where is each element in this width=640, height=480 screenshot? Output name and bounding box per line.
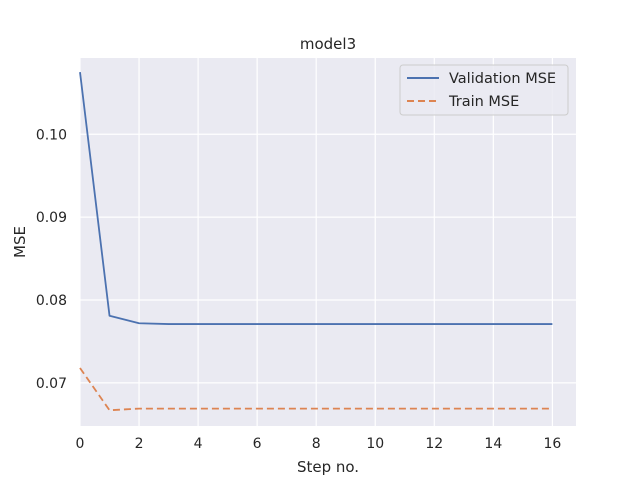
y-tick-labels: 0.07 0.08 0.09 0.10 — [36, 127, 67, 392]
grid — [79, 58, 576, 426]
legend-box — [399, 64, 569, 116]
x-tick-label-0: 0 — [76, 436, 85, 452]
y-tick-label-0: 0.07 — [36, 376, 67, 392]
x-tick-label-3: 6 — [253, 436, 262, 452]
x-tick-label-1: 2 — [135, 436, 144, 452]
x-tick-labels: 0 2 4 6 8 10 12 14 16 — [76, 436, 562, 452]
x-tick-label-8: 16 — [543, 436, 561, 452]
x-tick-label-7: 14 — [484, 436, 502, 452]
y-axis-label: MSE — [11, 226, 29, 258]
series-lines — [79, 71, 553, 412]
x-tick-label-4: 8 — [312, 436, 321, 452]
legend-label-train: Train MSE — [448, 94, 519, 110]
chart-title: model3 — [300, 35, 356, 53]
y-tick-label-2: 0.09 — [36, 210, 67, 226]
legend: Validation MSE Train MSE — [399, 64, 569, 116]
series-line-0 — [79, 71, 553, 325]
y-tick-label-3: 0.10 — [36, 127, 67, 143]
y-tick-label-1: 0.08 — [36, 293, 67, 309]
x-axis-label: Step no. — [297, 458, 359, 476]
series-line-1 — [79, 367, 553, 412]
x-tick-label-5: 10 — [366, 436, 384, 452]
x-tick-label-6: 12 — [425, 436, 443, 452]
x-tick-label-2: 4 — [194, 436, 203, 452]
legend-label-validation: Validation MSE — [449, 71, 556, 87]
